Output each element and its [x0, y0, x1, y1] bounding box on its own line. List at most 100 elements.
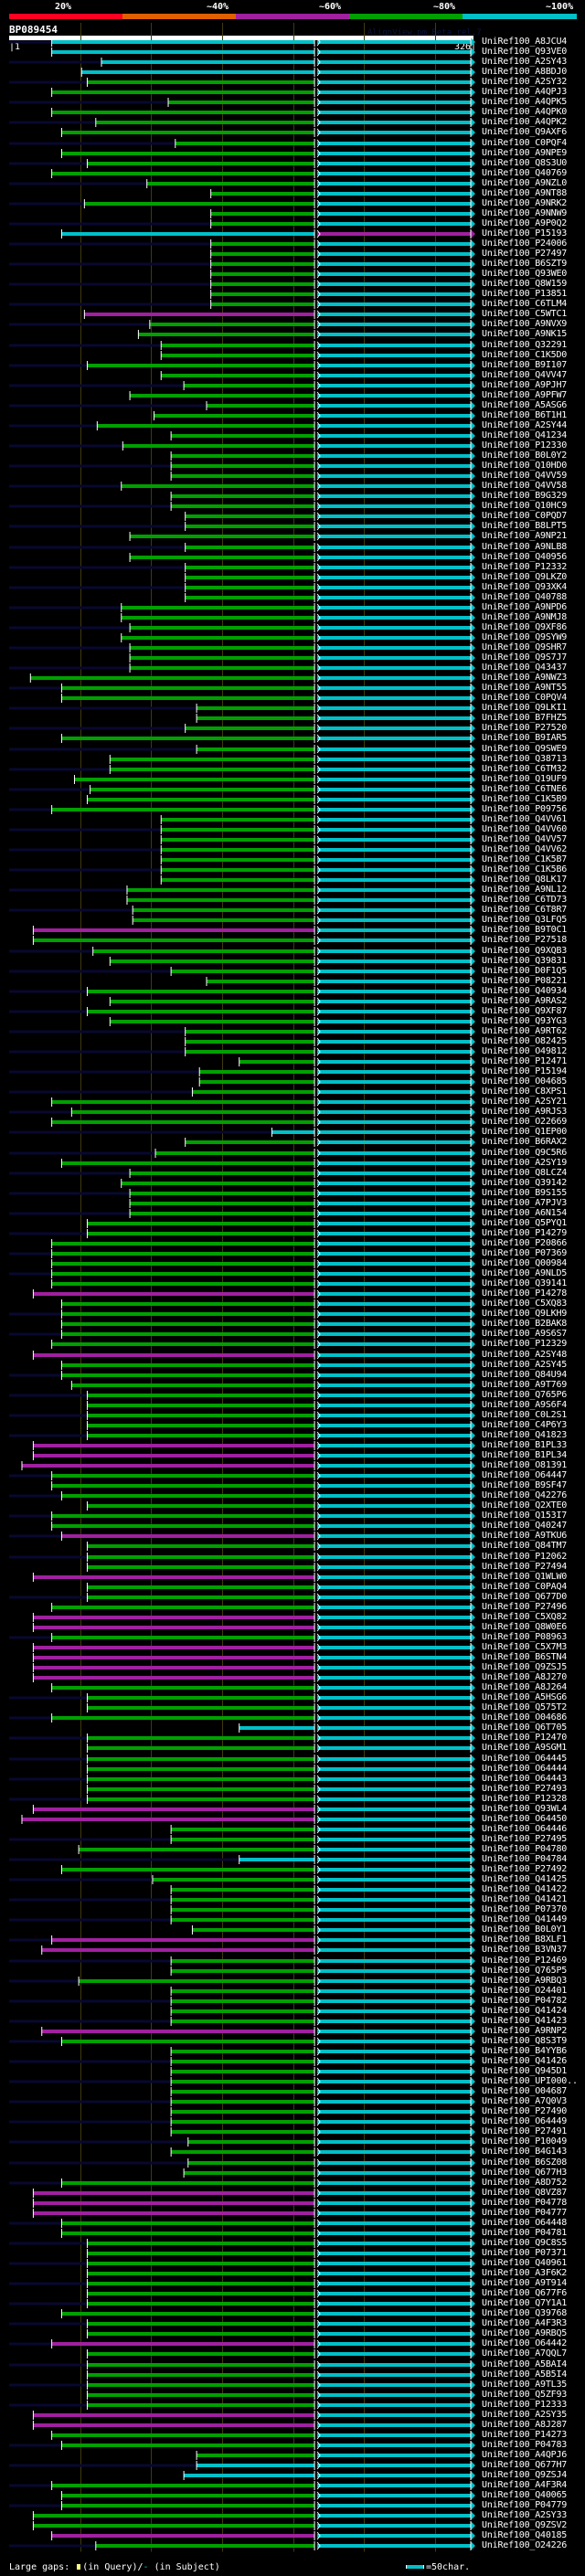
hit-label[interactable]: UniRef100_A2SY21: [482, 1097, 568, 1107]
hit-label[interactable]: UniRef100_A9NK15: [482, 329, 568, 339]
hit-label[interactable]: UniRef100_P07369: [482, 1248, 568, 1258]
hit-label[interactable]: UniRef100_C6T8R7: [482, 905, 568, 915]
hit-label[interactable]: UniRef100_A2SY45: [482, 1360, 568, 1370]
hit-label[interactable]: UniRef100_Q39142: [482, 1178, 568, 1188]
hit-label[interactable]: UniRef100_A9NNW9: [482, 208, 568, 218]
hit-label[interactable]: UniRef100_A9NWZ3: [482, 673, 568, 683]
hit-label[interactable]: UniRef100_Q5PYQ1: [482, 1218, 568, 1228]
hit-label[interactable]: UniRef100_P27495: [482, 1834, 568, 1844]
hit-label[interactable]: UniRef100_O24226: [482, 2540, 568, 2550]
hit-label[interactable]: UniRef100_Q677H7: [482, 2460, 568, 2470]
hit-label[interactable]: UniRef100_Q00984: [482, 1258, 568, 1268]
hit-label[interactable]: UniRef100_Q84U94: [482, 1370, 568, 1380]
hit-label[interactable]: UniRef100_B3VN37: [482, 1945, 568, 1955]
hit-label[interactable]: UniRef100_P27497: [482, 249, 568, 259]
hit-label[interactable]: UniRef100_Q9XF87: [482, 1006, 568, 1016]
hit-label[interactable]: UniRef100_Q8VZ87: [482, 2188, 568, 2198]
hit-label[interactable]: UniRef100_Q40788: [482, 592, 568, 602]
hit-label[interactable]: UniRef100_B9S155: [482, 1188, 568, 1198]
hit-label[interactable]: UniRef100_A9RJS3: [482, 1107, 568, 1117]
hit-label[interactable]: UniRef100_A2SY32: [482, 77, 568, 87]
hit-label[interactable]: UniRef100_A4QPK0: [482, 107, 568, 117]
hit-label[interactable]: UniRef100_P12332: [482, 562, 568, 572]
hit-label[interactable]: UniRef100_A4QPJ6: [482, 2450, 568, 2460]
hit-label[interactable]: UniRef100_Q4VV57: [482, 834, 568, 844]
hit-label[interactable]: UniRef100_C5WTC1: [482, 309, 568, 319]
hit-label[interactable]: UniRef100_D0F1Q5: [482, 966, 568, 976]
hit-label[interactable]: UniRef100_Q39768: [482, 2308, 568, 2318]
hit-label[interactable]: UniRef100_C5XQ83: [482, 1299, 568, 1309]
hit-label[interactable]: UniRef100_Q93WE0: [482, 269, 568, 279]
hit-label[interactable]: UniRef100_A9NT88: [482, 188, 568, 198]
hit-label[interactable]: UniRef100_B8LPT5: [482, 521, 568, 531]
hit-label[interactable]: UniRef100_Q575T2: [482, 1702, 568, 1712]
hit-label[interactable]: UniRef100_Q40769: [482, 168, 568, 178]
hit-label[interactable]: UniRef100_O64447: [482, 1470, 568, 1480]
hit-label[interactable]: UniRef100_Q43437: [482, 663, 568, 673]
hit-label[interactable]: UniRef100_Q9XQB3: [482, 946, 568, 956]
hit-label[interactable]: UniRef100_B9SF47: [482, 1480, 568, 1490]
hit-label[interactable]: UniRef100_Q9C8S5: [482, 2238, 568, 2248]
hit-label[interactable]: UniRef100_O64449: [482, 2116, 568, 2126]
hit-label[interactable]: UniRef100_Q2XTE0: [482, 1500, 568, 1511]
hit-label[interactable]: UniRef100_A5B5I4: [482, 2369, 568, 2380]
hit-label[interactable]: UniRef100_Q39141: [482, 1278, 568, 1288]
hit-label[interactable]: UniRef100_Q40934: [482, 986, 568, 996]
hit-label[interactable]: UniRef100_B9I107: [482, 360, 568, 370]
hit-label[interactable]: UniRef100_Q4VV60: [482, 824, 568, 834]
hit-label[interactable]: UniRef100_A9NZL0: [482, 178, 568, 188]
hit-label[interactable]: UniRef100_C0PQV4: [482, 693, 568, 703]
hit-label[interactable]: UniRef100_Q41422: [482, 1884, 568, 1894]
hit-label[interactable]: UniRef100_Q4VV62: [482, 844, 568, 854]
hit-label[interactable]: UniRef100_Q1EP00: [482, 1127, 568, 1137]
hit-label[interactable]: UniRef100_B9IAR5: [482, 733, 568, 743]
hit-label[interactable]: UniRef100_A3F6K2: [482, 2268, 568, 2278]
hit-label[interactable]: UniRef100_A9NMJ8: [482, 612, 568, 622]
hit-label[interactable]: UniRef100_Q5ZF93: [482, 2390, 568, 2400]
hit-label[interactable]: UniRef100_A8J287: [482, 2420, 568, 2430]
hit-label[interactable]: UniRef100_A2SY44: [482, 420, 568, 430]
hit-label[interactable]: UniRef100_Q41449: [482, 1914, 568, 1924]
hit-label[interactable]: UniRef100_P27492: [482, 1864, 568, 1874]
hit-label[interactable]: UniRef100_A2SY35: [482, 2410, 568, 2420]
hit-label[interactable]: UniRef100_A9RBQ5: [482, 2328, 568, 2338]
hit-label[interactable]: UniRef100_Q41234: [482, 430, 568, 440]
hit-label[interactable]: UniRef100_B0L0Y2: [482, 451, 568, 461]
hit-label[interactable]: UniRef100_Q9LKH9: [482, 1309, 568, 1319]
hit-label[interactable]: UniRef100_Q9C5R6: [482, 1148, 568, 1158]
hit-label[interactable]: UniRef100_P27496: [482, 1602, 568, 1612]
hit-label[interactable]: UniRef100_O04685: [482, 1076, 568, 1087]
hit-label[interactable]: UniRef100_Q41423: [482, 2016, 568, 2026]
hit-label[interactable]: UniRef100_C1K5B7: [482, 854, 568, 864]
hit-label[interactable]: UniRef100_A9NP21: [482, 531, 568, 541]
hit-label[interactable]: UniRef100_P27518: [482, 935, 568, 945]
hit-label[interactable]: UniRef100_A5ASG6: [482, 400, 568, 410]
hit-label[interactable]: UniRef100_Q8W0E6: [482, 1622, 568, 1632]
hit-label[interactable]: UniRef100_Q39831: [482, 956, 568, 966]
hit-label[interactable]: UniRef100_Q765P5: [482, 1966, 568, 1976]
hit-label[interactable]: UniRef100_Q32291: [482, 340, 568, 350]
hit-label[interactable]: UniRef100_C5X7M3: [482, 1642, 568, 1652]
hit-label[interactable]: UniRef100_A4QPJ3: [482, 87, 568, 97]
hit-label[interactable]: UniRef100_B4YYB6: [482, 2046, 568, 2056]
hit-label[interactable]: UniRef100_Q9XF86: [482, 622, 568, 632]
hit-label[interactable]: UniRef100_Q41426: [482, 2056, 568, 2066]
hit-label[interactable]: UniRef100_O64448: [482, 2218, 568, 2228]
hit-label[interactable]: UniRef100_O04686: [482, 1712, 568, 1723]
hit-label[interactable]: UniRef100_Q41823: [482, 1430, 568, 1440]
hit-label[interactable]: UniRef100_Q9LKI1: [482, 703, 568, 713]
hit-label[interactable]: UniRef100_A2SY33: [482, 2510, 568, 2520]
hit-label[interactable]: UniRef100_Q84TM7: [482, 1541, 568, 1551]
hit-label[interactable]: UniRef100_A9S6S7: [482, 1329, 568, 1339]
hit-label[interactable]: UniRef100_C0PAQ4: [482, 1582, 568, 1592]
hit-label[interactable]: UniRef100_C1K5B6: [482, 864, 568, 875]
hit-label[interactable]: UniRef100_Q40065: [482, 2490, 568, 2500]
hit-label[interactable]: UniRef100_Q4VV61: [482, 814, 568, 824]
hit-label[interactable]: UniRef100_Q9ZSJ4: [482, 2470, 568, 2480]
hit-label[interactable]: UniRef100_Q945D1: [482, 2066, 568, 2076]
hit-label[interactable]: UniRef100_A7Q0V3: [482, 2096, 568, 2106]
hit-label[interactable]: UniRef100_Q9LKZ0: [482, 572, 568, 582]
hit-label[interactable]: UniRef100_Q8LCZ4: [482, 1168, 568, 1178]
hit-label[interactable]: UniRef100_O64446: [482, 1824, 568, 1834]
hit-label[interactable]: UniRef100_Q40247: [482, 1521, 568, 1531]
